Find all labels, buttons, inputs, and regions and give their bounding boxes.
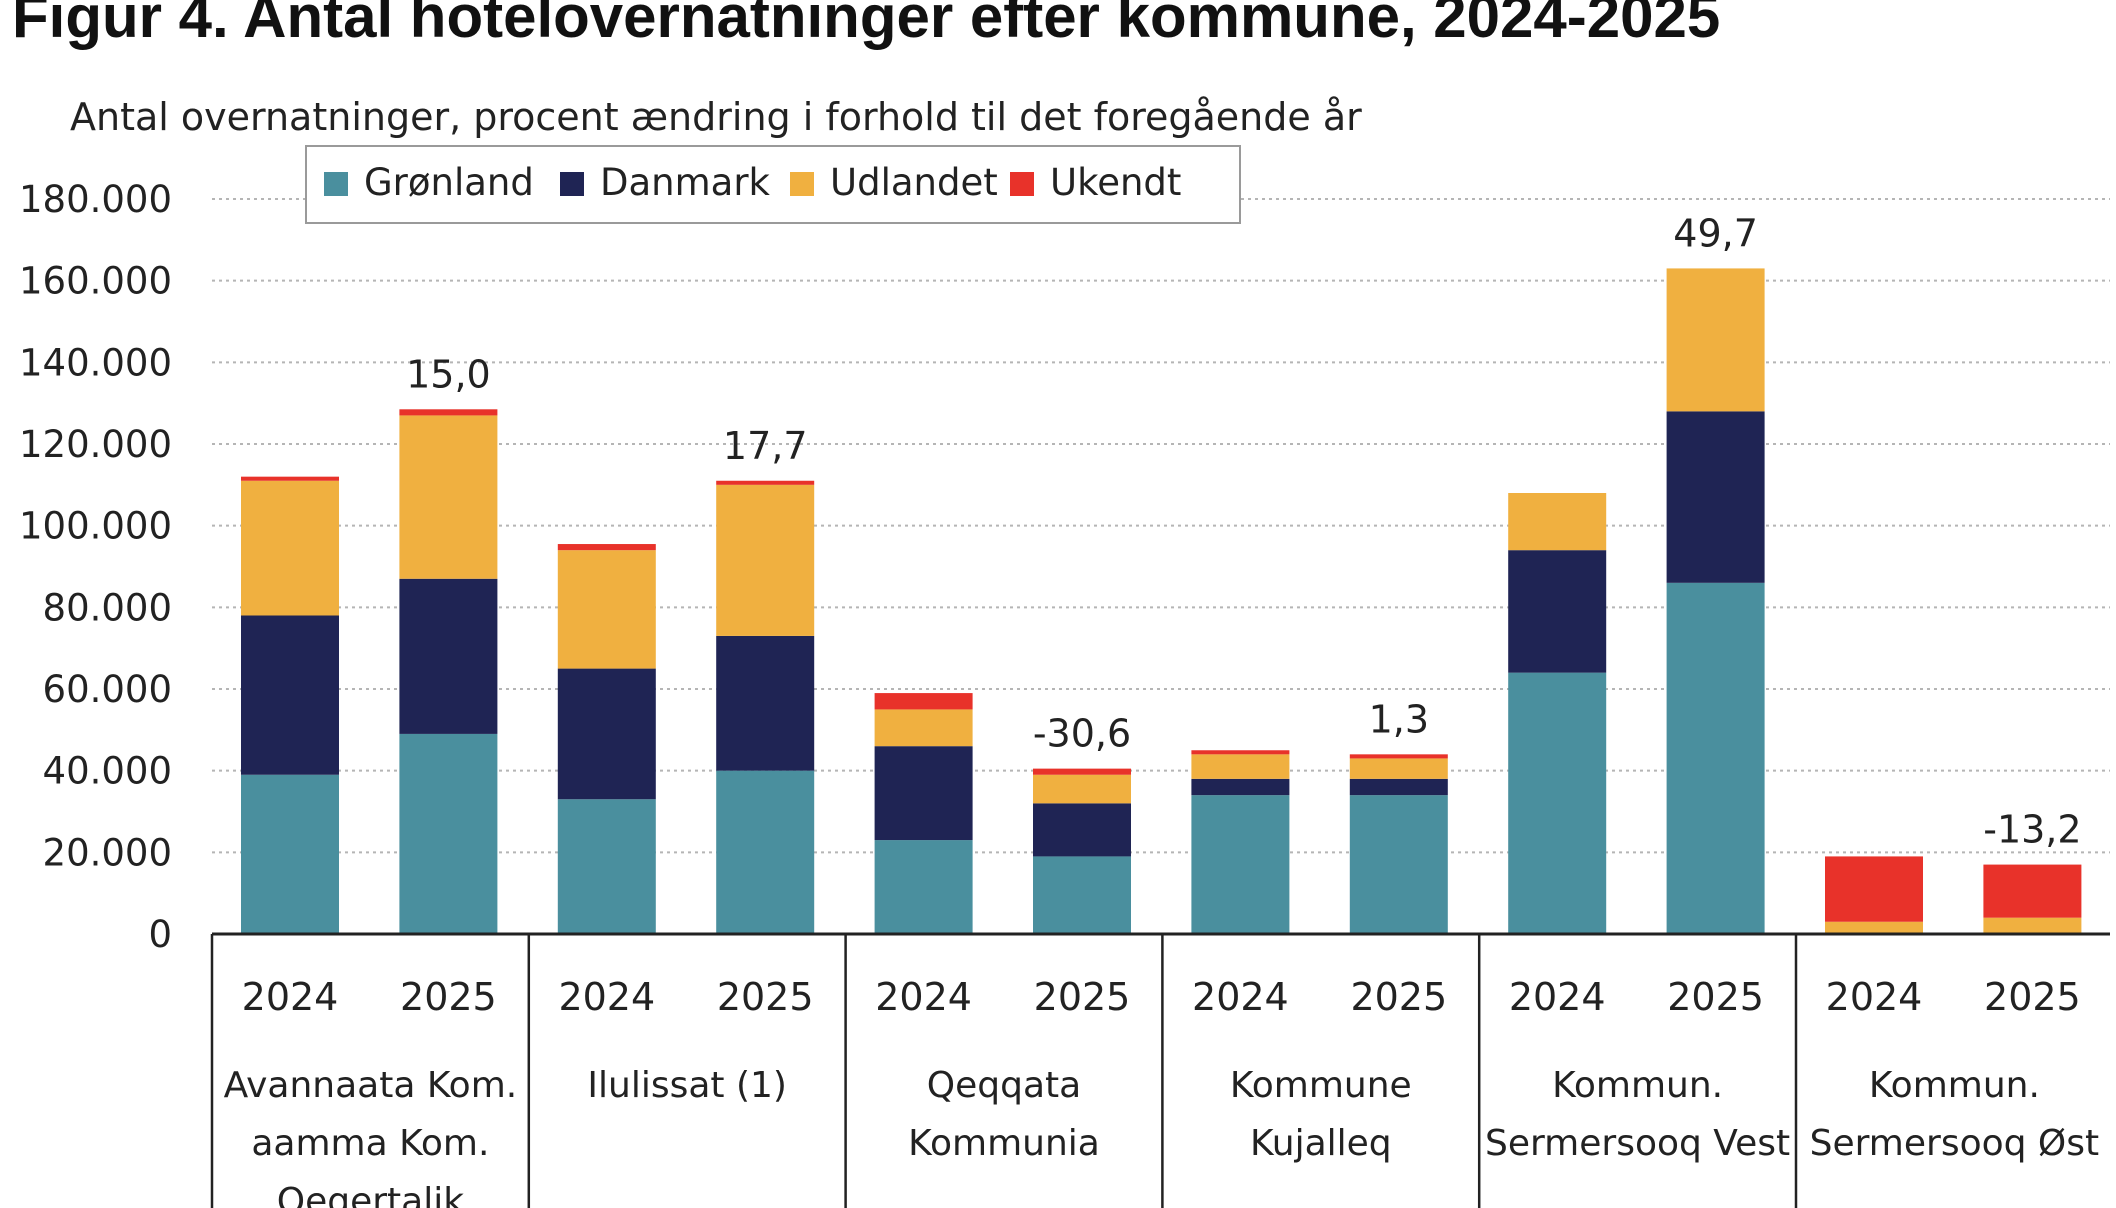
bar-segment (241, 615, 339, 775)
bar-segment (1191, 750, 1290, 755)
x-year-label: 2024 (1509, 975, 1606, 1019)
bar-segment (399, 578, 498, 734)
x-group-label: aamma Kom. (251, 1123, 489, 1164)
bar-segment (241, 480, 339, 616)
bar-segment (1191, 795, 1290, 934)
legend-label: Ukendt (1050, 161, 1181, 204)
legend-swatch (1010, 172, 1034, 196)
bar-segment (1191, 754, 1290, 779)
bar-segment (716, 484, 815, 636)
x-year-label: 2024 (242, 975, 339, 1019)
bar-segment (557, 544, 656, 551)
bar-segment (399, 409, 498, 416)
bar-segment (1349, 778, 1448, 796)
bar-segment (1033, 774, 1131, 804)
bar-segment (1825, 856, 1923, 922)
y-tick-label: 80.000 (43, 586, 172, 629)
bar-segment (399, 733, 498, 934)
x-year-label: 2025 (1034, 975, 1131, 1019)
x-group-label: Kommun. (1869, 1065, 2040, 1106)
bar-segment (241, 476, 339, 481)
bar-segment (874, 709, 973, 747)
y-tick-label: 100.000 (19, 505, 172, 548)
bar-segment (1666, 411, 1765, 583)
legend-label: Grønland (364, 161, 534, 204)
bar-segment (874, 840, 973, 934)
bar-segment (1508, 493, 1607, 551)
legend-label: Danmark (600, 161, 771, 204)
bar-segment (399, 415, 498, 579)
legend-swatch (324, 172, 348, 196)
bar-segment (1666, 582, 1765, 934)
legend-box (305, 145, 1241, 224)
y-tick-label: 140.000 (19, 341, 172, 384)
x-year-label: 2024 (875, 975, 972, 1019)
legend-swatch (560, 172, 584, 196)
bar-segment (1666, 268, 1765, 412)
bar-segment (241, 774, 339, 934)
x-group-label: Qeqqata (927, 1065, 1081, 1106)
legend-swatch (790, 172, 814, 196)
y-tick-label: 180.000 (19, 178, 172, 221)
bar-segment (1983, 917, 2082, 934)
bar-segment (716, 770, 815, 934)
x-group-label: Kommune (1230, 1065, 1412, 1106)
x-group-label: Sermersooq Øst (1810, 1123, 2100, 1164)
change-label: -13,2 (1983, 808, 2081, 852)
x-group-label: Qeqertalik (277, 1181, 464, 1208)
y-tick-label: 120.000 (19, 423, 172, 466)
y-tick-label: 60.000 (43, 668, 172, 711)
x-group-label: Sermersooq Vest (1485, 1123, 1790, 1164)
x-group-label: Kujalleq (1250, 1123, 1392, 1164)
bar-segment (1508, 550, 1607, 673)
y-tick-label: 0 (148, 913, 172, 956)
bar-segment (557, 799, 656, 934)
bar-segment (1349, 795, 1448, 934)
change-label: -30,6 (1033, 712, 1131, 756)
bar-segment (874, 746, 973, 841)
change-label: 17,7 (723, 424, 808, 468)
bar-segment (1191, 778, 1290, 796)
x-year-label: 2024 (1192, 975, 1289, 1019)
bar-segment (1349, 754, 1448, 759)
bar-segment (1825, 921, 1923, 934)
x-year-label: 2024 (1826, 975, 1923, 1019)
bar-segment (1983, 864, 2082, 918)
y-tick-label: 160.000 (19, 260, 172, 303)
x-group-label: Kommunia (908, 1123, 1100, 1164)
legend-label: Udlandet (830, 161, 998, 204)
x-year-label: 2025 (1984, 975, 2081, 1019)
bar-segment (716, 635, 815, 771)
x-year-label: 2024 (558, 975, 655, 1019)
x-group-label: Avannaata Kom. (224, 1065, 518, 1106)
x-year-label: 2025 (1667, 975, 1764, 1019)
bar-segment (716, 480, 815, 485)
figure-title: Figur 4. Antal hotelovernatninger efter … (12, 0, 1721, 50)
bar-segment (874, 693, 973, 710)
x-year-label: 2025 (400, 975, 497, 1019)
bar-segment (1033, 856, 1131, 934)
change-label: 1,3 (1369, 697, 1429, 741)
y-tick-label: 40.000 (43, 750, 172, 793)
bar-segment (1033, 803, 1131, 857)
bar-segment (557, 668, 656, 800)
bar-segment (1508, 672, 1607, 934)
bar-segment (1033, 768, 1131, 775)
change-label: 49,7 (1673, 211, 1758, 255)
x-group-label: Ilulissat (1) (587, 1065, 787, 1106)
bar-segment (557, 550, 656, 669)
x-year-label: 2025 (1350, 975, 1447, 1019)
chart-subtitle: Antal overnatninger, procent ændring i f… (70, 95, 1362, 139)
y-tick-label: 20.000 (43, 831, 172, 874)
bar-segment (1349, 758, 1448, 779)
change-label: 15,0 (406, 352, 491, 396)
x-year-label: 2025 (717, 975, 814, 1019)
x-group-label: Kommun. (1552, 1065, 1723, 1106)
